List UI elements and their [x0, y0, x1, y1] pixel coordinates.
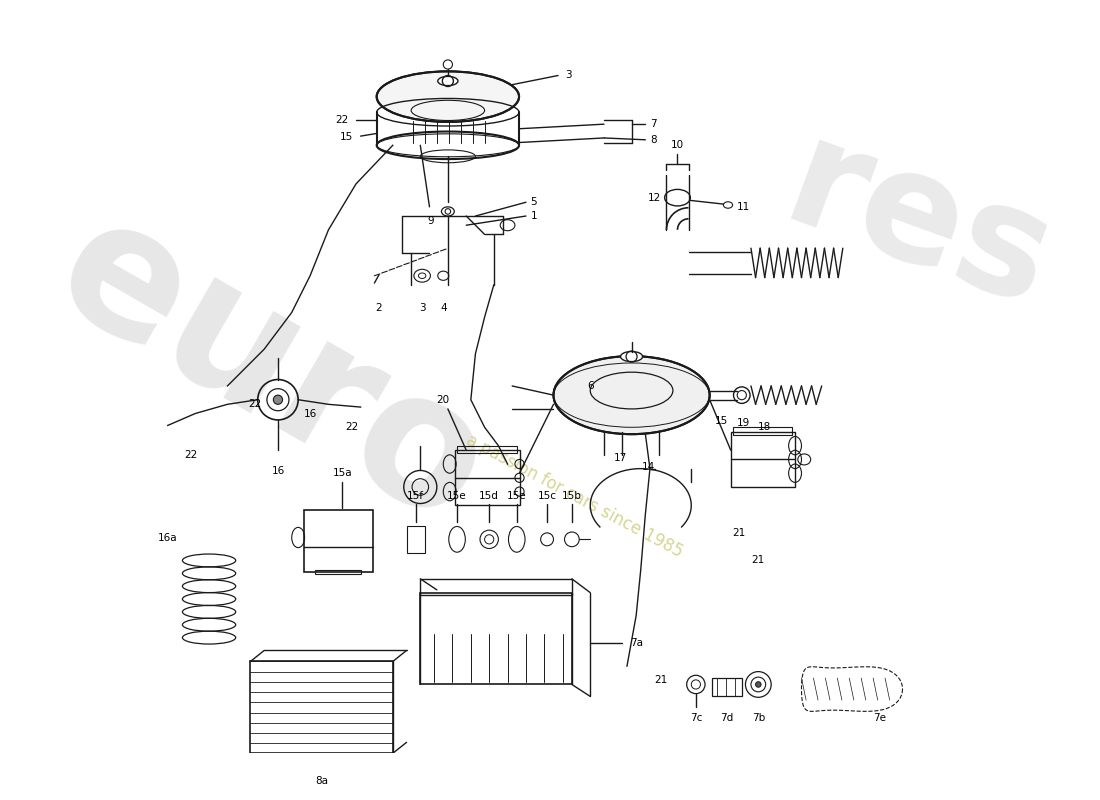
- Bar: [251, 662, 393, 754]
- Text: euro: euro: [26, 179, 516, 563]
- Text: 12: 12: [648, 193, 661, 202]
- Text: 9: 9: [428, 216, 435, 226]
- Ellipse shape: [553, 356, 710, 434]
- Text: 15: 15: [340, 132, 353, 142]
- Bar: [407, 526, 425, 553]
- Text: 7e: 7e: [873, 714, 887, 723]
- Text: 3: 3: [419, 303, 426, 313]
- Text: a passion for cars since 1985: a passion for cars since 1985: [463, 431, 686, 561]
- Text: 14: 14: [641, 462, 654, 472]
- Text: 15: 15: [715, 416, 728, 426]
- Text: 15a: 15a: [332, 468, 352, 478]
- Text: 15e: 15e: [448, 491, 466, 501]
- Text: 8: 8: [650, 134, 657, 145]
- Ellipse shape: [376, 71, 519, 122]
- Text: 22: 22: [336, 114, 349, 125]
- Circle shape: [274, 395, 283, 404]
- Text: 6: 6: [587, 381, 594, 391]
- Text: 7b: 7b: [751, 714, 764, 723]
- Text: 19: 19: [737, 418, 750, 428]
- Ellipse shape: [620, 351, 642, 362]
- Text: 7: 7: [650, 119, 657, 129]
- Text: 15e: 15e: [507, 491, 527, 501]
- Text: 7c: 7c: [690, 714, 702, 723]
- Text: 17: 17: [614, 453, 627, 462]
- Text: 22: 22: [344, 422, 359, 432]
- Bar: [420, 593, 572, 685]
- Text: 15d: 15d: [480, 491, 499, 501]
- Bar: [315, 570, 361, 574]
- Text: 8a: 8a: [315, 776, 328, 786]
- Bar: [730, 432, 795, 487]
- Text: 7a: 7a: [629, 638, 642, 648]
- Text: 2: 2: [376, 303, 383, 313]
- Bar: [455, 450, 519, 506]
- Text: 7d: 7d: [720, 714, 734, 723]
- Text: 22: 22: [184, 450, 197, 460]
- Text: 21: 21: [733, 528, 746, 538]
- Text: 22: 22: [249, 399, 262, 410]
- Text: 3: 3: [565, 70, 572, 81]
- Bar: [304, 510, 373, 573]
- Text: 16a: 16a: [158, 533, 177, 542]
- Text: 20: 20: [437, 394, 450, 405]
- Text: 18: 18: [758, 422, 771, 432]
- Text: 5: 5: [530, 198, 537, 207]
- Text: 15c: 15c: [538, 491, 557, 501]
- Text: 21: 21: [654, 675, 668, 685]
- Circle shape: [756, 682, 761, 687]
- Text: 15b: 15b: [562, 491, 582, 501]
- Text: 21: 21: [751, 555, 764, 566]
- Text: 11: 11: [737, 202, 750, 212]
- Ellipse shape: [438, 77, 458, 86]
- Text: 15f: 15f: [407, 491, 425, 501]
- Text: res: res: [766, 108, 1070, 341]
- Bar: [458, 446, 517, 453]
- Bar: [713, 678, 741, 697]
- Text: 1: 1: [530, 211, 537, 221]
- Text: 16: 16: [272, 466, 285, 476]
- Bar: [420, 579, 572, 595]
- Text: 4: 4: [440, 303, 447, 313]
- Bar: [733, 427, 792, 434]
- Text: 16: 16: [304, 409, 317, 418]
- Text: 10: 10: [671, 140, 684, 150]
